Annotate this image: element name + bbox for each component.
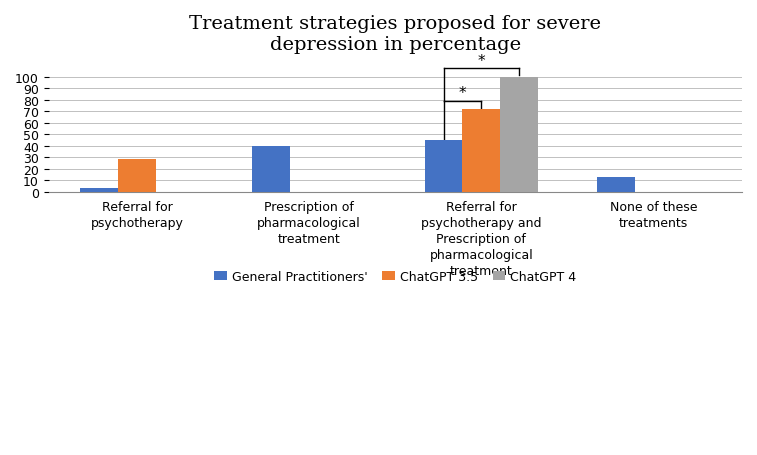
Bar [463,110,500,192]
Text: *: * [478,54,485,69]
Text: *: * [459,86,466,100]
Bar [500,77,538,192]
Bar [252,147,290,192]
Title: Treatment strategies proposed for severe
depression in percentage: Treatment strategies proposed for severe… [189,15,601,54]
Bar [80,189,118,192]
Legend: General Practitioners', ChatGPT 3.5, ChatGPT 4: General Practitioners', ChatGPT 3.5, Cha… [209,265,581,288]
Bar [118,160,156,192]
Bar [597,177,634,192]
Bar [425,141,463,192]
